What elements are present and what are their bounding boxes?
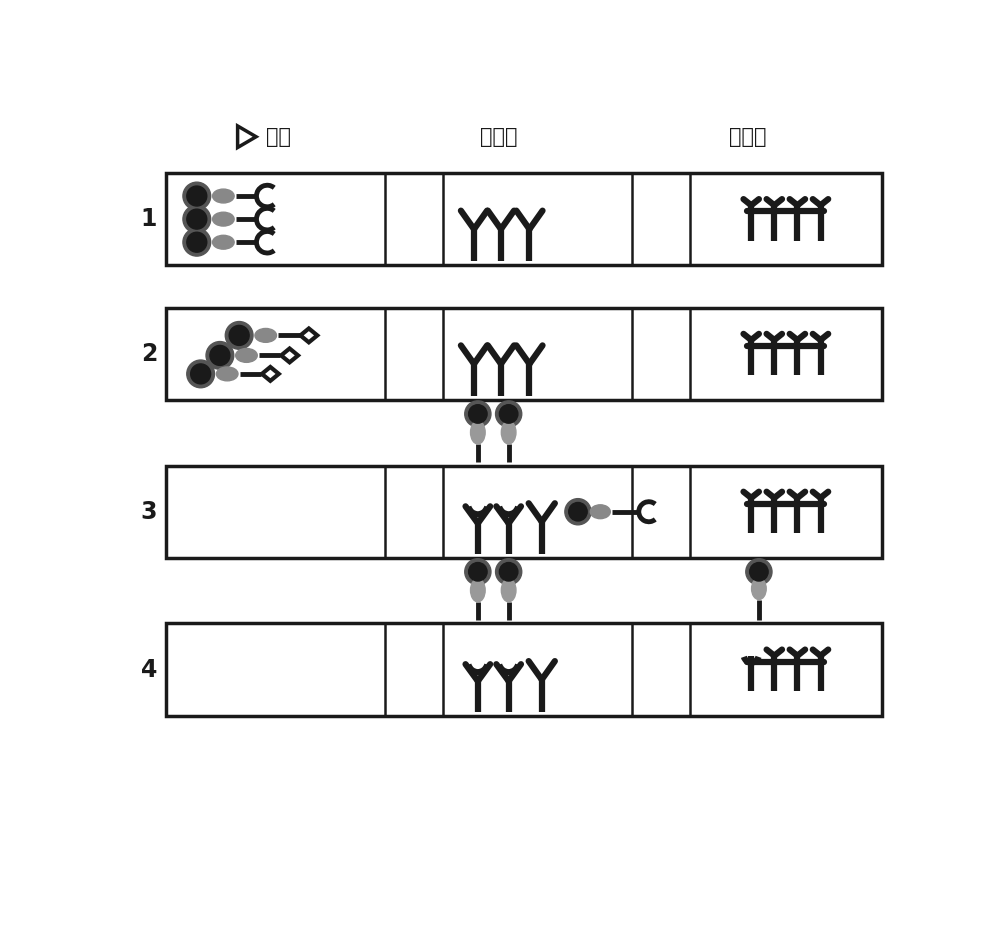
Ellipse shape bbox=[501, 420, 516, 444]
Circle shape bbox=[210, 346, 230, 366]
Ellipse shape bbox=[501, 579, 516, 602]
Circle shape bbox=[187, 209, 207, 229]
Circle shape bbox=[569, 503, 587, 521]
Circle shape bbox=[187, 232, 207, 252]
Ellipse shape bbox=[255, 329, 276, 342]
Circle shape bbox=[465, 401, 491, 427]
Text: 控刻线: 控刻线 bbox=[729, 127, 766, 147]
Ellipse shape bbox=[213, 189, 234, 203]
Ellipse shape bbox=[471, 420, 485, 444]
Circle shape bbox=[225, 322, 253, 349]
Bar bbox=[166, 466, 882, 558]
Circle shape bbox=[183, 205, 211, 233]
Ellipse shape bbox=[590, 505, 610, 519]
Circle shape bbox=[469, 404, 487, 423]
Circle shape bbox=[496, 401, 522, 427]
Bar bbox=[166, 173, 882, 265]
Text: 测试线: 测试线 bbox=[480, 127, 517, 147]
Text: 1: 1 bbox=[141, 207, 157, 231]
Circle shape bbox=[746, 559, 772, 585]
Circle shape bbox=[187, 186, 207, 206]
Ellipse shape bbox=[216, 367, 238, 381]
Circle shape bbox=[183, 182, 211, 210]
Ellipse shape bbox=[471, 579, 485, 602]
Circle shape bbox=[229, 326, 249, 346]
Circle shape bbox=[469, 563, 487, 581]
Text: 3: 3 bbox=[141, 500, 157, 524]
Circle shape bbox=[496, 559, 522, 585]
Ellipse shape bbox=[213, 212, 234, 226]
Circle shape bbox=[465, 559, 491, 585]
Circle shape bbox=[206, 342, 234, 369]
Circle shape bbox=[750, 563, 768, 581]
Text: 2: 2 bbox=[141, 342, 157, 366]
Circle shape bbox=[187, 360, 215, 387]
Circle shape bbox=[565, 499, 591, 525]
Circle shape bbox=[191, 364, 211, 384]
Circle shape bbox=[183, 228, 211, 256]
Text: 4: 4 bbox=[141, 657, 157, 682]
Ellipse shape bbox=[236, 348, 257, 363]
Ellipse shape bbox=[752, 578, 766, 599]
Bar bbox=[166, 308, 882, 400]
Circle shape bbox=[499, 404, 518, 423]
Circle shape bbox=[499, 563, 518, 581]
Bar bbox=[166, 623, 882, 716]
Text: 样品: 样品 bbox=[266, 127, 291, 147]
Ellipse shape bbox=[213, 235, 234, 249]
